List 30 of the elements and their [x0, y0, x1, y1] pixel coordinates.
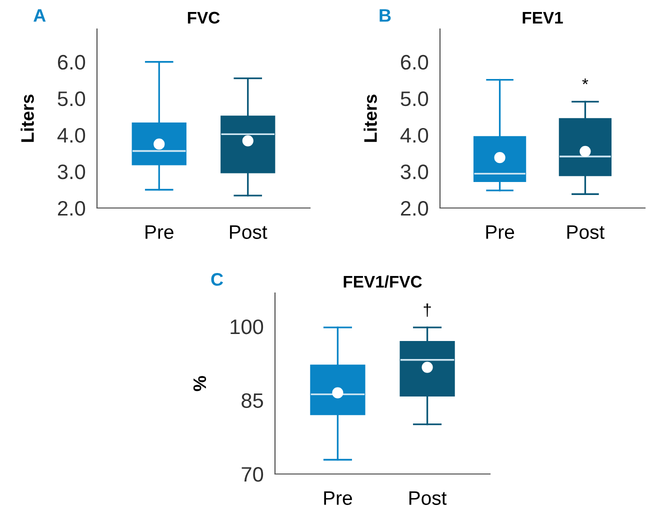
y-tick-label: 4.0 [400, 128, 428, 143]
x-tick-label: Post [230, 225, 268, 239]
annotation: * [582, 78, 588, 84]
text: A [34, 9, 46, 22]
x-tick-label: Pre [486, 225, 514, 239]
y-tick-label: 100 [230, 319, 264, 334]
annotation: † [424, 304, 431, 317]
chart-title: FEV1 [522, 12, 563, 24]
chart-title: FVC [188, 12, 220, 24]
y-axis-title: Liters [364, 94, 377, 142]
x-tick-label: Pre [146, 225, 174, 239]
y-axis-title: % [193, 376, 206, 392]
y-tick-label: 3.0 [400, 164, 428, 180]
y-tick-label: 6.0 [58, 54, 86, 70]
y-tick-label: 3.0 [58, 164, 86, 180]
x-tick-label: Post [409, 491, 447, 505]
y-tick-label: 6.0 [400, 54, 428, 70]
chart-title: FEV1/FVC [344, 275, 422, 288]
x-tick-label: Pre [324, 491, 352, 505]
y-tick-label: 5.0 [58, 91, 86, 106]
y-tick-label: 70 [242, 467, 264, 482]
y-tick-label: 2.0 [400, 201, 428, 216]
y-axis-title: Liters [20, 94, 34, 142]
y-tick-label: 85 [242, 393, 264, 408]
x-tick-label: Post [567, 225, 605, 239]
y-tick-label: 2.0 [58, 201, 86, 216]
y-tick-label: 4.0 [57, 128, 86, 143]
text: B [380, 9, 391, 22]
y-tick-label: 5.0 [400, 91, 428, 106]
text: C [211, 273, 224, 286]
